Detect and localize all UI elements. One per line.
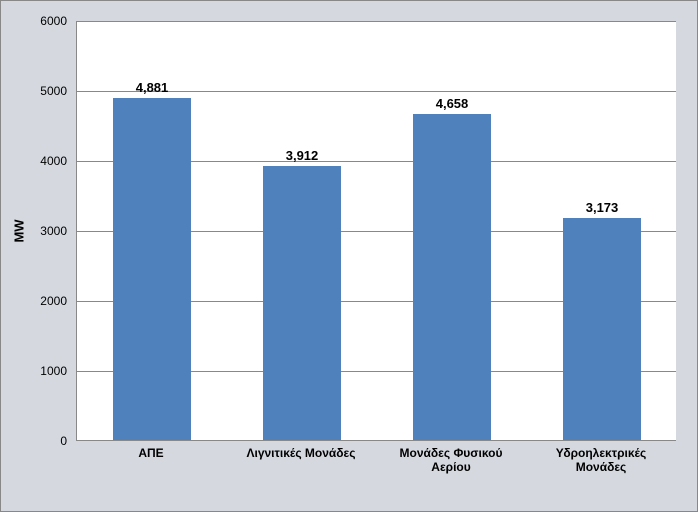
x-tick-label: ΑΠΕ (79, 446, 223, 460)
y-tick-label: 0 (17, 434, 67, 448)
x-tick-label: Υδροηλεκτρικές Μονάδες (529, 446, 673, 474)
bar (263, 166, 341, 440)
bar (113, 98, 191, 440)
bar (413, 114, 491, 440)
y-tick-label: 3000 (17, 224, 67, 238)
y-tick-label: 4000 (17, 154, 67, 168)
gridline (77, 21, 676, 22)
bar-value-label: 4,881 (136, 80, 169, 95)
bar-value-label: 3,173 (586, 200, 619, 215)
x-tick-label: Μονάδες Φυσικού Αερίου (379, 446, 523, 474)
plot-area: 4,881 3,912 4,658 3,173 (76, 21, 676, 441)
y-tick-label: 5000 (17, 84, 67, 98)
y-tick-label: 2000 (17, 294, 67, 308)
bar-value-label: 4,658 (436, 96, 469, 111)
bar-value-label: 3,912 (286, 148, 319, 163)
y-tick-label: 6000 (17, 14, 67, 28)
bar-chart: MW 4,8813,9124,6583,173 0100020003000400… (0, 0, 698, 512)
y-tick-label: 1000 (17, 364, 67, 378)
bar (563, 218, 641, 440)
x-tick-label: Λιγνιτικές Μονάδες (229, 446, 373, 460)
